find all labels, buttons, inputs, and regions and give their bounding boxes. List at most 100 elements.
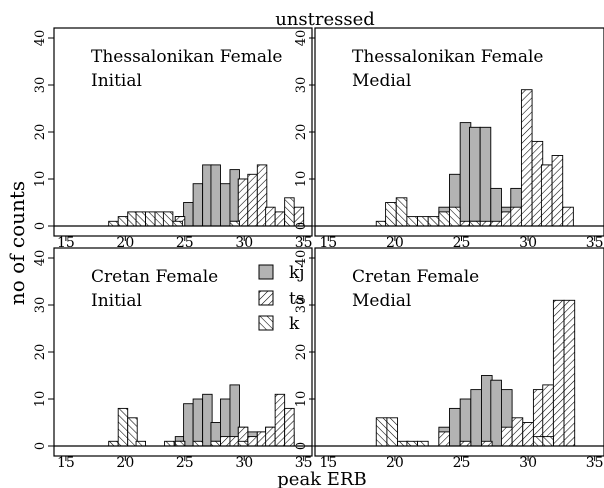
panel-title-cretan-medial: Cretan Female: [352, 267, 479, 287]
xtick-label-thess-medial-0: 15: [319, 235, 337, 251]
xtick-label-thess-initial-1: 20: [116, 235, 134, 251]
bar-thess-medial-kj-4: [479, 126, 492, 227]
bar-thess-medial-k-4: [417, 216, 429, 227]
bar-cretan-medial-ts-4: [511, 417, 524, 447]
legend-label-ts: ts: [289, 289, 305, 309]
ytick-label-cretan-initial-2: 20: [33, 344, 48, 361]
ytick-label-cretan-initial-3: 30: [33, 297, 48, 314]
bar-thess-medial-k-2: [395, 197, 408, 227]
ytick-label-cretan-initial-0: 0: [33, 442, 48, 450]
bar-thess-initial-k-7: [172, 220, 183, 227]
ytick-label-cretan-initial-4: 40: [33, 250, 48, 267]
xtick-label-cretan-initial-1: 20: [116, 455, 134, 471]
bar-cretan-initial-k-1: [117, 407, 129, 447]
ytick-label-thess-initial-2: 20: [33, 124, 48, 141]
panels: 0 10 20 30 40 15 20 25 30 35 Thessalonikan Female I…: [33, 27, 604, 471]
xtick-label-cretan-medial-4: 35: [586, 455, 604, 471]
ytick-label-cretan-medial-1: 10: [294, 391, 309, 408]
bar-thess-medial-ts-9: [551, 155, 564, 227]
panel-title-thess-medial: Thessalonikan Female: [352, 47, 543, 67]
legend: kj ts k: [258, 263, 305, 334]
bar-cretan-initial-ts-5: [247, 436, 258, 447]
bar-thess-medial-ts-3: [490, 220, 502, 227]
bar-cretan-medial-ts-1: [459, 440, 472, 447]
bar-cretan-initial-ts-7: [265, 426, 276, 447]
ytick-label-thess-medial-4: 40: [294, 30, 309, 47]
xtick-label-thess-initial-4: 35: [295, 235, 313, 251]
bar-cretan-initial-k-6: [192, 440, 204, 447]
bar-thess-medial-k-3: [406, 216, 418, 227]
panel-subtitle-cretan-medial: Medial: [352, 291, 411, 311]
bar-thess-initial-ts-2: [237, 178, 249, 227]
ytick-label-cretan-medial-2: 20: [294, 344, 309, 361]
bar-cretan-initial-k-4: [164, 440, 175, 447]
bar-cretan-initial-k-5: [174, 440, 186, 447]
bar-cretan-medial-k-1: [386, 417, 399, 447]
bar-cretan-medial-ts-0: [438, 431, 450, 447]
ytick-label-thess-initial-0: 0: [33, 222, 48, 230]
bar-thess-medial-ts-5: [510, 206, 522, 227]
xtick-label-cretan-medial-1: 20: [386, 455, 404, 471]
bar-cretan-initial-ts-9: [284, 407, 295, 447]
bar-cretan-initial-k-8: [237, 440, 249, 447]
ytick-label-thess-medial-2: 20: [294, 124, 309, 141]
xtick-label-cretan-medial-2: 25: [453, 455, 471, 471]
xtick-label-thess-medial-1: 20: [386, 235, 404, 251]
panel-thess-medial: 0 10 20 30 40 15 20 25 30 35 Thessalonikan Female M…: [294, 27, 604, 251]
xtick-label-cretan-initial-3: 30: [235, 455, 253, 471]
bar-cretan-medial-kj-1: [449, 407, 461, 447]
bar-thess-medial-kj-5: [490, 187, 502, 227]
xtick-label-thess-initial-2: 25: [176, 235, 194, 251]
bar-thess-medial-k-1: [385, 202, 397, 227]
bar-cretan-medial-k-6: [542, 436, 554, 447]
figure-title: unstressed: [275, 9, 375, 30]
bar-thess-initial-k-4: [145, 211, 156, 227]
bar-cretan-medial-ts-2: [481, 440, 493, 447]
ytick-label-thess-medial-3: 30: [294, 77, 309, 94]
xtick-label-cretan-medial-3: 30: [519, 455, 537, 471]
panel-title-thess-initial: Thessalonikan Female: [91, 47, 282, 67]
bar-thess-initial-k-8: [229, 220, 240, 227]
ytick-label-thess-initial-1: 10: [33, 171, 48, 188]
panel-subtitle-cretan-initial: Initial: [91, 291, 142, 311]
xtick-label-thess-medial-3: 30: [519, 235, 537, 251]
bar-cretan-medial-k-0: [375, 417, 388, 447]
panel-subtitle-thess-initial: Initial: [91, 71, 142, 91]
bar-thess-initial-k-1: [117, 216, 129, 227]
bar-thess-medial-k-6: [438, 211, 450, 227]
panel-thess-initial: 0 10 20 30 40 15 20 25 30 35 Thessalonikan Female I…: [33, 27, 313, 251]
x-axis-label: peak ERB: [277, 469, 366, 488]
bar-thess-medial-ts-8: [540, 164, 553, 227]
panel-subtitle-thess-medial: Medial: [352, 71, 411, 91]
bar-thess-initial-kj-5: [219, 183, 231, 227]
xtick-label-thess-medial-2: 25: [453, 235, 471, 251]
bar-thess-medial-ts-10: [562, 206, 574, 227]
bar-cretan-initial-ts-2: [219, 436, 231, 447]
legend-swatch-ts: [258, 290, 274, 306]
legend-label-kj: kj: [289, 263, 305, 283]
bar-thess-medial-k-7: [449, 206, 461, 227]
ytick-label-cretan-medial-0: 0: [294, 442, 309, 450]
bar-thess-initial-kj-4: [210, 164, 221, 227]
bar-cretan-initial-k-3: [135, 440, 146, 447]
bar-thess-initial-ts-5: [265, 206, 276, 227]
bar-thess-medial-kj-3: [469, 126, 481, 227]
bar-cretan-medial-kj-5: [490, 379, 502, 447]
bar-cretan-medial-k-3: [406, 440, 418, 447]
ytick-label-cretan-medial-4: 40: [294, 250, 309, 267]
bar-cretan-medial-k-4: [417, 440, 429, 447]
panel-cretan-initial: 0 10 20 30 40 15 20 25 30 35 Cretan Female Initial: [33, 247, 313, 471]
bar-thess-initial-k-0: [108, 220, 119, 227]
bar-cretan-medial-kj-3: [470, 389, 482, 447]
bar-cretan-medial-ts-5: [522, 422, 534, 447]
ytick-label-thess-medial-0: 0: [294, 222, 309, 230]
legend-swatch-kj: [258, 264, 274, 280]
ytick-label-thess-medial-1: 10: [294, 171, 309, 188]
bar-thess-initial-k-6: [162, 211, 174, 227]
xtick-label-thess-initial-3: 30: [235, 235, 253, 251]
bar-thess-initial-k-3: [135, 211, 146, 227]
xtick-label-cretan-initial-2: 25: [176, 455, 194, 471]
legend-swatch-k: [258, 315, 274, 331]
